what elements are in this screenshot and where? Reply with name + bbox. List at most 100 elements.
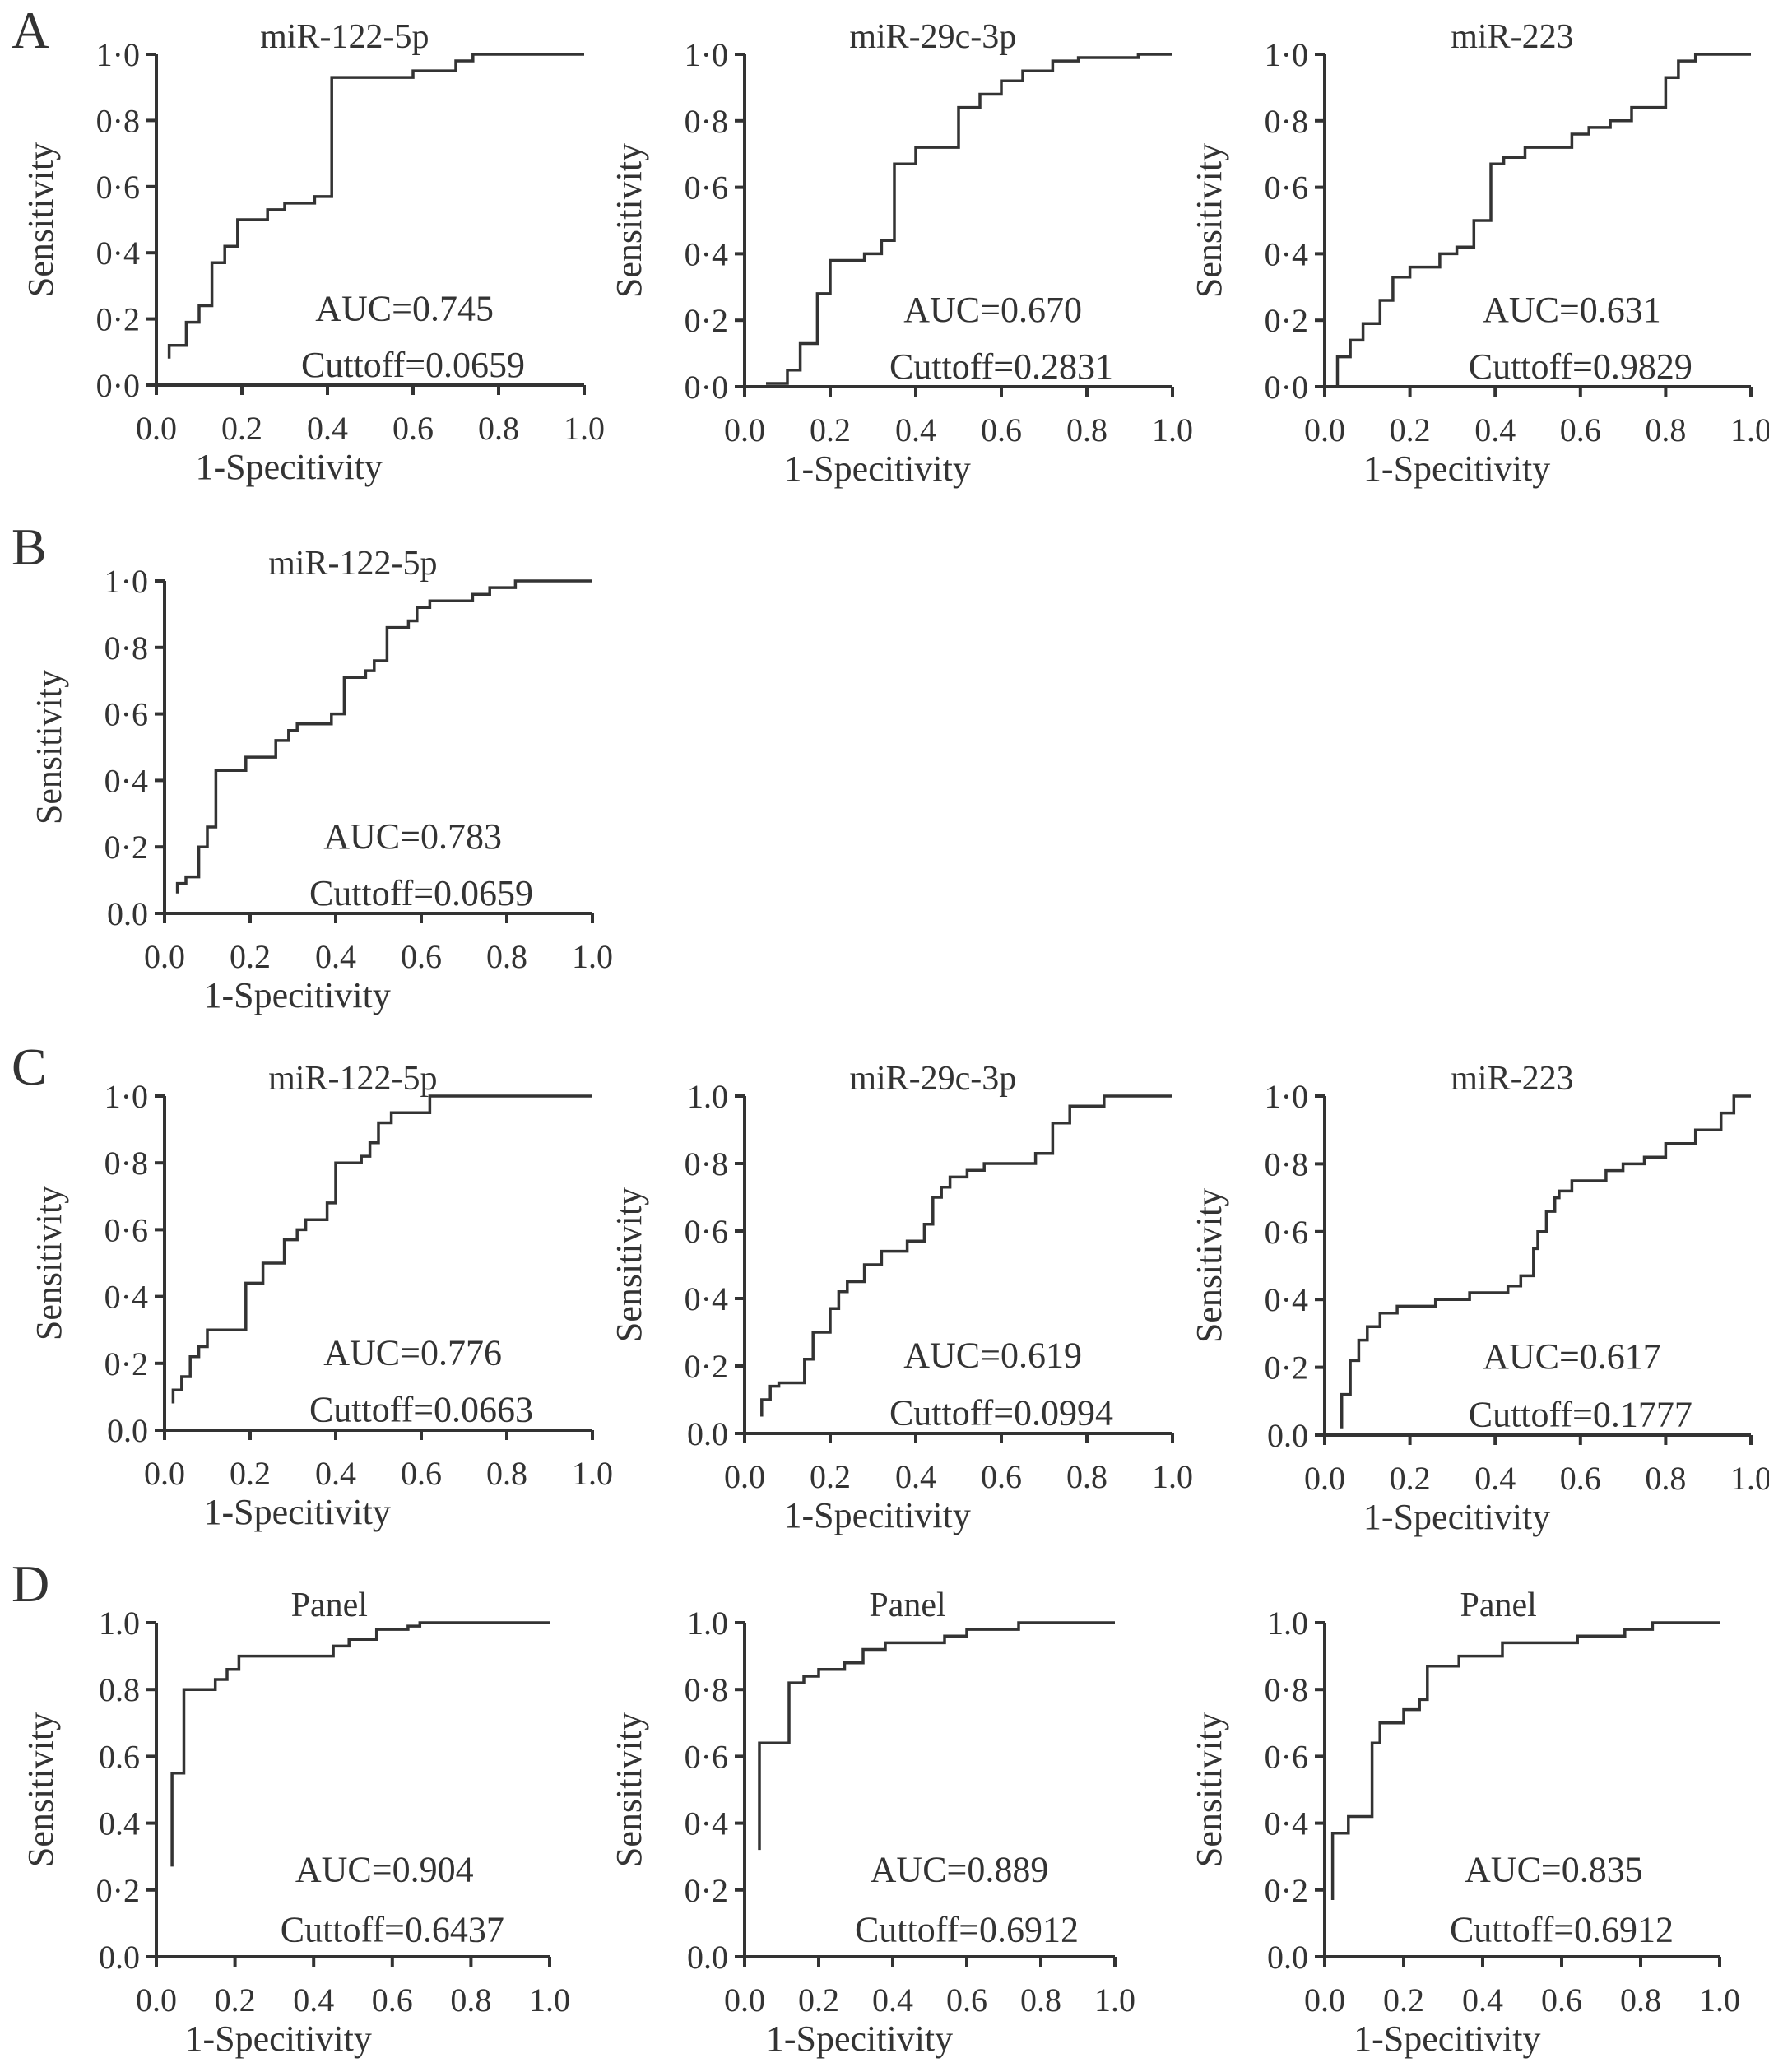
- y-tick-label: 0·4: [96, 235, 140, 272]
- cutoff-annotation: Cuttoff=0.1777: [1469, 1394, 1692, 1434]
- x-tick-label: 0.0: [724, 1458, 765, 1495]
- chart-title: miR-29c-3p: [849, 18, 1016, 56]
- x-tick-label: 0.2: [1390, 1460, 1431, 1497]
- x-tick-label: 0.6: [1560, 411, 1601, 448]
- chart-4: 0.0 0.2 0.4 0.6 0.8 1.0 0.0 0·2 0·4 0·6 0·8 1·0 miR-…: [29, 545, 613, 1015]
- x-tick-label: 1.0: [1152, 1458, 1193, 1495]
- roc-curve: [766, 53, 1172, 385]
- y-tick-label: 0·8: [1265, 1145, 1308, 1182]
- axis-lines: [163, 1096, 592, 1432]
- x-tick-label: 1.0: [1730, 1460, 1769, 1497]
- y-tick-label: 1·0: [1265, 36, 1308, 73]
- chart-10: 0.0 0.2 0.4 0.6 0.8 1.0 0.0 0·2 0·4 0·6 0·8 1.0 Pane…: [1189, 1587, 1740, 2059]
- chart-9: 0.0 0.2 0.4 0.6 0.8 1.0 0.0 0·2 0·4 0·6 0·8 1.0 Pane…: [609, 1587, 1135, 2059]
- x-tick-label: 0.8: [1645, 1460, 1686, 1497]
- y-tick-label: 0·6: [1265, 1738, 1308, 1775]
- y-tick-label: 0·6: [96, 169, 140, 206]
- x-tick-label: 0.2: [798, 1981, 839, 2019]
- auc-annotation: AUC=0.904: [295, 1849, 474, 1889]
- cutoff-annotation: Cuttoff=0.6437: [281, 1910, 504, 1950]
- x-tick-label: 0.2: [230, 938, 271, 975]
- chart-title: miR-122-5p: [268, 545, 437, 583]
- y-tick-label: 0·0: [1265, 369, 1308, 406]
- cutoff-annotation: Cuttoff=0.9829: [1469, 346, 1692, 387]
- auc-annotation: AUC=0.835: [1465, 1849, 1643, 1889]
- y-tick-label: 0·4: [685, 235, 728, 272]
- x-tick-label: 0.8: [450, 1981, 491, 2019]
- y-tick-label: 0·2: [104, 1345, 148, 1382]
- y-tick-label: 0·2: [104, 829, 148, 866]
- x-tick-label: 0.0: [1304, 1981, 1345, 2019]
- auc-annotation: AUC=0.776: [323, 1333, 502, 1373]
- x-axis-label: 1-Specitivity: [1353, 2019, 1540, 2059]
- y-axis-label: Sensitivity: [609, 1187, 649, 1342]
- x-tick-label: 1.0: [572, 1455, 613, 1492]
- x-axis-label: 1-Specitivity: [1363, 448, 1550, 489]
- y-tick-label: 0·8: [96, 102, 140, 139]
- y-tick-label: 0·8: [685, 1145, 728, 1182]
- x-tick-label: 0.0: [1304, 1460, 1345, 1497]
- y-tick-label: 0·8: [1265, 1671, 1308, 1708]
- chart-title: Panel: [291, 1587, 368, 1624]
- x-tick-label: 0.2: [810, 411, 851, 448]
- y-axis-label: Sensitivity: [1189, 1712, 1229, 1867]
- roc-curve: [1340, 1094, 1751, 1429]
- x-tick-label: 0.4: [293, 1981, 334, 2019]
- y-tick-label: 0·4: [685, 1805, 728, 1842]
- y-tick-label: 1·0: [104, 1078, 148, 1115]
- x-tick-label: 0.0: [1304, 411, 1345, 448]
- chart-5: 0.0 0.2 0.4 0.6 0.8 1.0 0.0 0·2 0·4 0·6 0·8 1·0 miR-…: [29, 1060, 613, 1532]
- y-tick-label: 1·0: [96, 36, 140, 73]
- y-tick-label: 0·4: [104, 762, 148, 799]
- y-tick-label: 0.4: [99, 1805, 140, 1842]
- cutoff-annotation: Cuttoff=0.0663: [309, 1390, 533, 1430]
- y-tick-label: 0·6: [1265, 170, 1308, 207]
- panel-letter-b: B: [12, 518, 47, 576]
- axis-lines: [155, 54, 584, 387]
- chart-title: Panel: [1460, 1587, 1537, 1624]
- cutoff-annotation: Cuttoff=0.0659: [309, 873, 533, 913]
- chart-8: 0.0 0.2 0.4 0.6 0.8 1.0 0.0 0·2 0.4 0.6 0.8 1.0 Pane…: [21, 1587, 570, 2059]
- y-tick-label: 0·2: [685, 1348, 728, 1385]
- y-axis-label: Sensitivity: [29, 670, 69, 825]
- y-tick-label: 0·6: [685, 1738, 728, 1775]
- roc-curve: [175, 579, 592, 894]
- y-tick-label: 0·2: [1265, 302, 1308, 339]
- x-tick-label: 0.8: [1645, 411, 1686, 448]
- y-tick-label: 0·8: [104, 1145, 148, 1182]
- x-tick-label: 1.0: [1699, 1981, 1740, 2019]
- x-tick-label: 0.6: [392, 410, 434, 447]
- chart-title: miR-122-5p: [260, 18, 429, 56]
- y-tick-label: 0·6: [104, 696, 148, 733]
- chart-title: miR-223: [1451, 18, 1573, 56]
- x-tick-label: 0.4: [1474, 1460, 1516, 1497]
- x-tick-label: 0.6: [401, 938, 442, 975]
- y-tick-label: 0·8: [104, 629, 148, 667]
- roc-curve: [758, 1621, 1115, 1851]
- x-tick-label: 1.0: [564, 410, 605, 447]
- x-tick-label: 1.0: [1094, 1981, 1135, 2019]
- axis-lines: [743, 54, 1172, 388]
- x-tick-label: 0.4: [315, 1455, 356, 1492]
- y-tick-label: 0.0: [107, 1412, 148, 1449]
- y-tick-label: 0.0: [107, 895, 148, 932]
- y-axis-label: Sensitivity: [1189, 143, 1229, 298]
- charts-layer: 0.0 0.2 0.4 0.6 0.8 1.0 0·0 0·2 0·4 0·6 0·8 1·0 miR-…: [21, 18, 1769, 2059]
- panel-letter-c: C: [12, 1038, 47, 1096]
- chart-title: Panel: [869, 1587, 945, 1624]
- y-axis-label: Sensitivity: [609, 1712, 649, 1867]
- axis-lines: [163, 581, 592, 915]
- y-tick-label: 0·2: [685, 1872, 728, 1909]
- x-tick-label: 0.2: [1383, 1981, 1424, 2019]
- x-tick-label: 1.0: [1730, 411, 1769, 448]
- y-tick-label: 0.0: [99, 1939, 140, 1976]
- x-tick-label: 0.8: [1066, 411, 1107, 448]
- x-tick-label: 0.4: [1462, 1981, 1503, 2019]
- x-axis-label: 1-Specitivity: [204, 975, 391, 1015]
- y-axis-label: Sensitivity: [29, 1186, 69, 1340]
- y-tick-label: 0·2: [96, 1872, 140, 1909]
- x-tick-label: 0.4: [872, 1981, 913, 2019]
- auc-annotation: AUC=0.619: [903, 1336, 1082, 1376]
- x-tick-label: 0.0: [136, 410, 177, 447]
